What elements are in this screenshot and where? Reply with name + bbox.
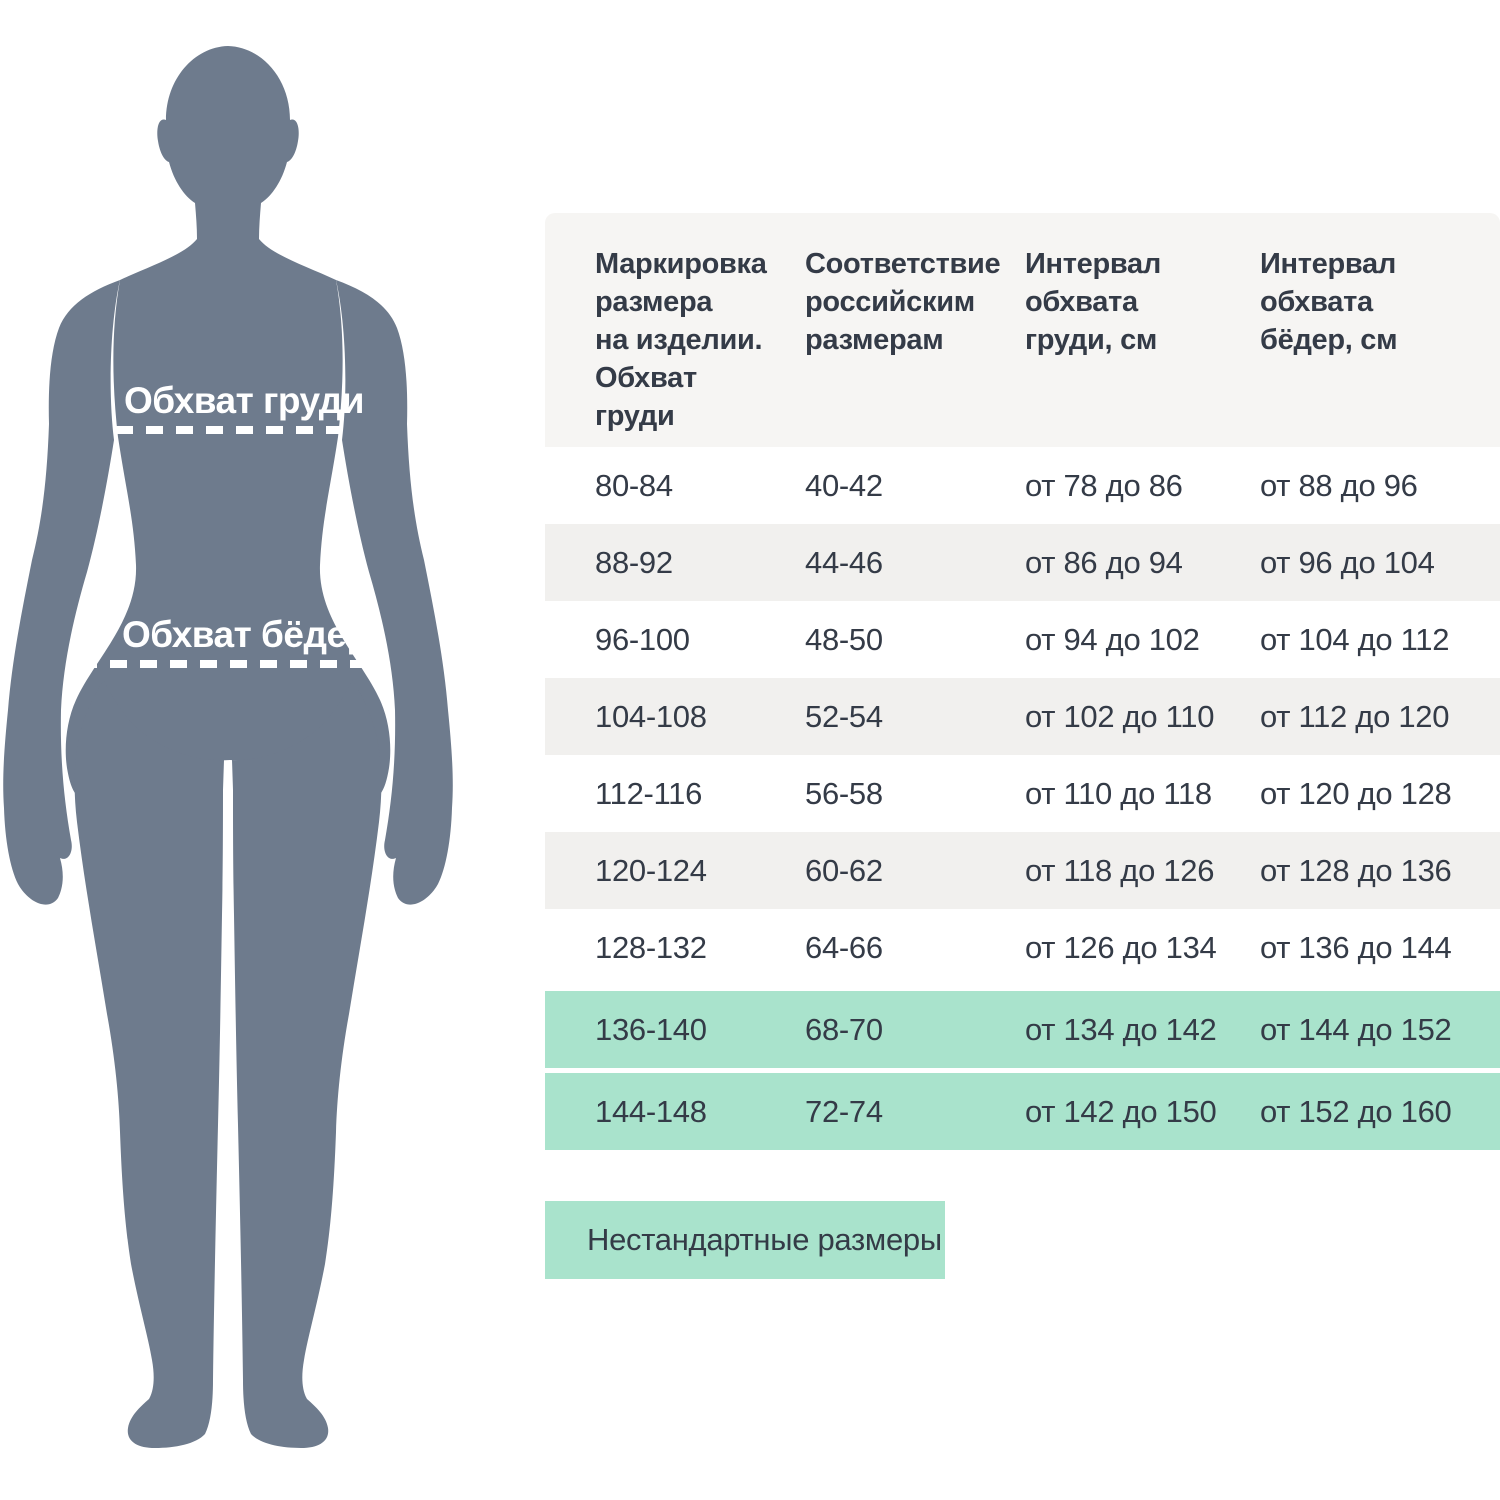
table-cell-russian-size: 52-54: [805, 698, 883, 734]
table-cell-marking: 136-140: [595, 1011, 707, 1047]
left-arm-shape: [3, 280, 120, 905]
table-cell-russian-size: 60-62: [805, 852, 883, 888]
table-cell-russian-size: 72-74: [805, 1093, 883, 1129]
table-row: 104-108 52-54 от 102 до 110 от 112 до 12…: [545, 678, 1500, 755]
right-leg-shape: [232, 680, 382, 1448]
table-cell-hips-interval: от 112 до 120: [1260, 698, 1450, 734]
table-cell-hips-interval: от 96 до 104: [1260, 544, 1435, 580]
table-cell-hips-interval: от 128 до 136: [1260, 852, 1452, 888]
table-cell-marking: 80-84: [595, 467, 673, 503]
table-cell-chest-interval: от 134 до 142: [1025, 1011, 1217, 1047]
column-header-hips-interval: Интервал обхвата бёдер, см: [1260, 248, 1398, 356]
table-cell-russian-size: 68-70: [805, 1011, 883, 1047]
table-cell-marking: 104-108: [595, 698, 707, 734]
female-body-silhouette: Обхват груди Обхват бёдер: [0, 0, 500, 1500]
table-cell-chest-interval: от 94 до 102: [1025, 621, 1200, 657]
column-header-chest-interval: Интервал обхвата груди, см: [1025, 248, 1162, 356]
table-cell-marking: 88-92: [595, 544, 673, 580]
chest-girth-label: Обхват груди: [124, 380, 364, 421]
table-row: 136-140 68-70 от 134 до 142 от 144 до 15…: [545, 991, 1500, 1068]
table-cell-hips-interval: от 136 до 144: [1260, 929, 1452, 965]
size-table-body: 80-84 40-42 от 78 до 86 от 88 до 96 88-9…: [545, 447, 1500, 1150]
table-cell-russian-size: 56-58: [805, 775, 883, 811]
table-cell-hips-interval: от 152 до 160: [1260, 1093, 1452, 1129]
table-cell-chest-interval: от 102 до 110: [1025, 698, 1215, 734]
column-header-marking: Маркировка размера на изделии. Обхват гр…: [595, 248, 767, 432]
table-row: 80-84 40-42 от 78 до 86 от 88 до 96: [545, 447, 1500, 524]
table-cell-russian-size: 40-42: [805, 467, 883, 503]
table-cell-chest-interval: от 142 до 150: [1025, 1093, 1217, 1129]
table-cell-russian-size: 64-66: [805, 929, 883, 965]
table-cell-marking: 112-116: [595, 775, 703, 811]
legend-nonstandard-sizes: Нестандартные размеры: [545, 1201, 945, 1279]
table-header: Маркировка размера на изделии. Обхват гр…: [545, 213, 1500, 447]
legend-label: Нестандартные размеры: [587, 1222, 942, 1257]
hips-girth-label: Обхват бёдер: [122, 614, 369, 655]
table-row: 96-100 48-50 от 94 до 102 от 104 до 112: [545, 601, 1500, 678]
table-cell-chest-interval: от 118 до 126: [1025, 852, 1215, 888]
table-cell-marking: 128-132: [595, 929, 707, 965]
table-cell-russian-size: 48-50: [805, 621, 883, 657]
table-cell-marking: 96-100: [595, 621, 690, 657]
table-cell-chest-interval: от 110 до 118: [1025, 775, 1212, 811]
left-leg-shape: [74, 680, 224, 1448]
table-cell-hips-interval: от 88 до 96: [1260, 467, 1418, 503]
size-table: Маркировка размера на изделии. Обхват гр…: [545, 213, 1500, 1279]
table-cell-hips-interval: от 104 до 112: [1260, 621, 1450, 657]
table-cell-marking: 120-124: [595, 852, 707, 888]
table-row: 120-124 60-62 от 118 до 126 от 128 до 13…: [545, 832, 1500, 909]
table-cell-hips-interval: от 120 до 128: [1260, 775, 1452, 811]
table-cell-chest-interval: от 78 до 86: [1025, 467, 1183, 503]
table-row: 112-116 56-58 от 110 до 118 от 120 до 12…: [545, 755, 1500, 832]
table-cell-hips-interval: от 144 до 152: [1260, 1011, 1452, 1047]
torso-head-shape: [65, 46, 391, 798]
silhouette-graphic: [3, 46, 453, 1448]
table-row: 144-148 72-74 от 142 до 150 от 152 до 16…: [545, 1073, 1500, 1150]
table-cell-chest-interval: от 126 до 134: [1025, 929, 1217, 965]
table-cell-marking: 144-148: [595, 1093, 707, 1129]
table-cell-chest-interval: от 86 до 94: [1025, 544, 1183, 580]
table-cell-russian-size: 44-46: [805, 544, 883, 580]
right-arm-shape: [336, 280, 453, 905]
table-row: 128-132 64-66 от 126 до 134 от 136 до 14…: [545, 909, 1500, 986]
table-row: 88-92 44-46 от 86 до 94 от 96 до 104: [545, 524, 1500, 601]
column-header-russian-size: Соответствие российским размерам: [805, 248, 1001, 356]
